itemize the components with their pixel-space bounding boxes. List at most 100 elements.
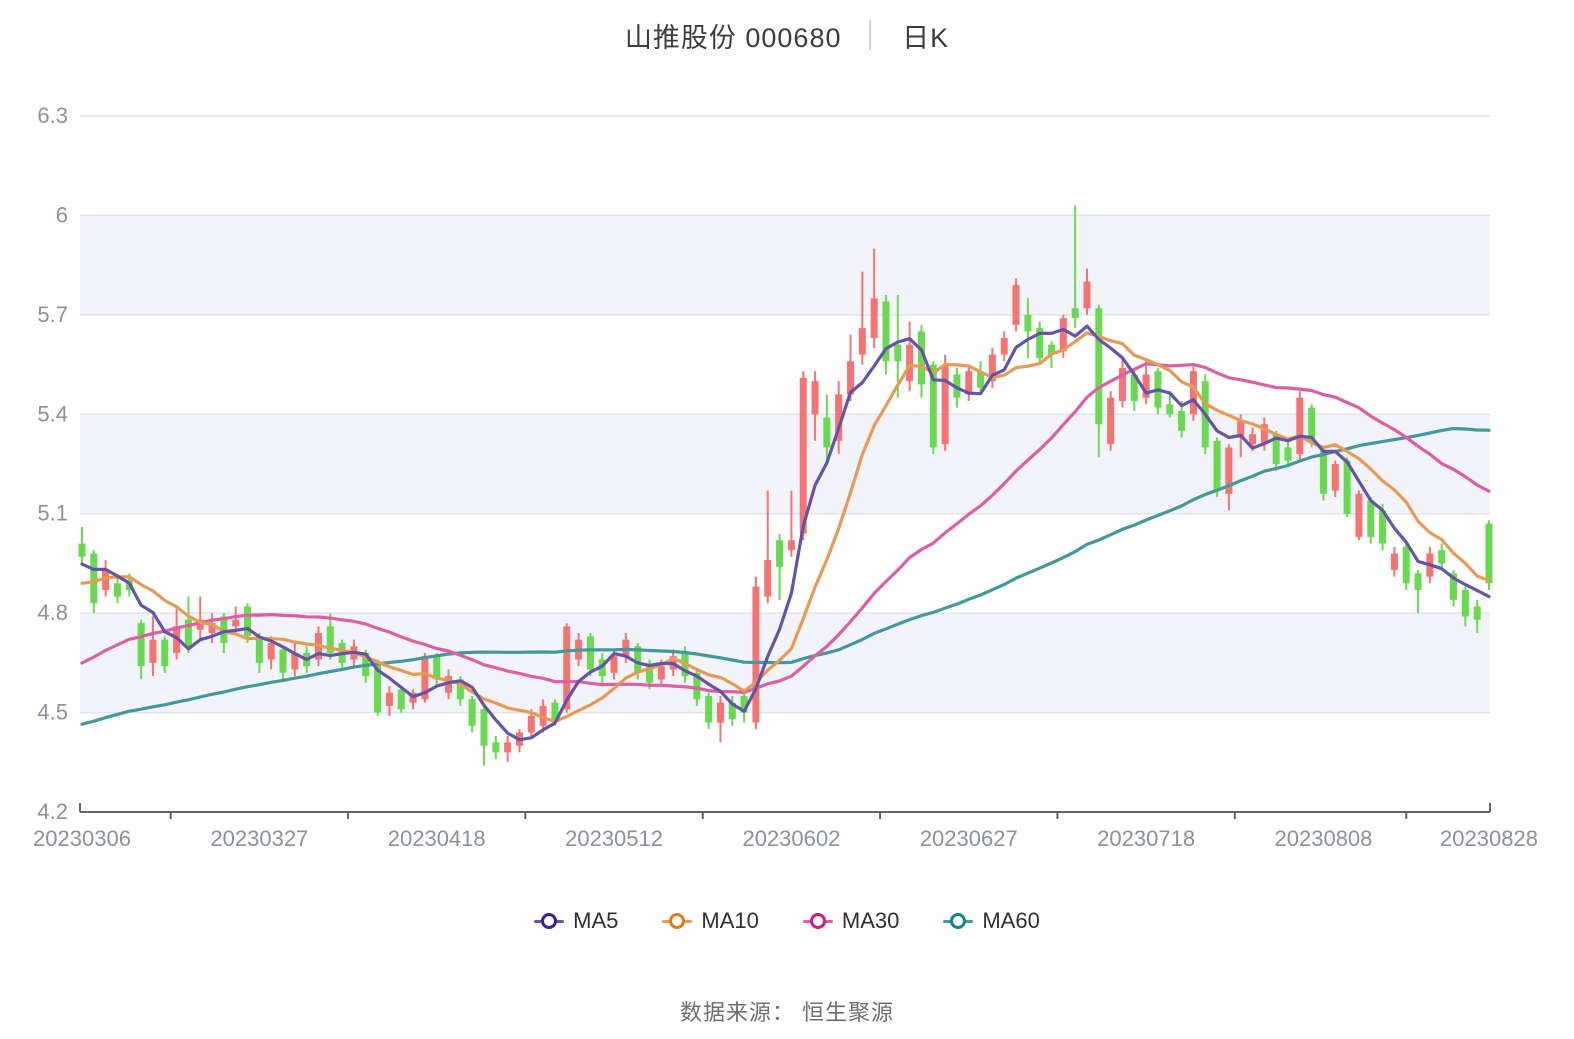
data-source-note: 数据来源： 恒生聚源 — [679, 1000, 895, 1025]
legend-item-ma60[interactable]: MA60 — [943, 908, 1040, 934]
candle-body — [965, 371, 973, 395]
candle-body — [1107, 397, 1115, 445]
candle-body — [1166, 404, 1174, 415]
x-axis-label: 20230718 — [1097, 826, 1195, 851]
candle-body — [811, 381, 819, 415]
y-axis-label: 4.2 — [37, 799, 68, 824]
y-axis-label: 6 — [56, 202, 68, 227]
candle-body — [847, 361, 855, 395]
candle-body — [610, 656, 618, 673]
candle-body — [693, 672, 701, 700]
candle-body — [1367, 500, 1375, 537]
candle-body — [445, 676, 453, 693]
y-axis-label: 5.1 — [37, 501, 68, 526]
candle-body — [1225, 447, 1233, 494]
candle-body — [421, 656, 429, 700]
candle-body — [232, 619, 240, 627]
candle-body — [1083, 281, 1091, 309]
legend-item-ma10[interactable]: MA10 — [662, 908, 759, 934]
x-axis-label: 20230627 — [920, 826, 1018, 851]
candle-body — [586, 636, 594, 670]
candle-body — [977, 371, 985, 388]
candle-body — [1024, 314, 1032, 332]
candle-body — [1414, 573, 1422, 590]
candle-body — [1213, 440, 1221, 491]
candle-body — [1308, 407, 1316, 441]
ma30-legend-icon — [802, 913, 833, 929]
candle-body — [823, 417, 831, 448]
legend-item-ma30[interactable]: MA30 — [802, 908, 900, 934]
candle-body — [492, 742, 500, 753]
candle-body — [456, 679, 464, 700]
ma10-line — [80, 331, 1491, 724]
candle-body — [78, 543, 86, 557]
ma10-legend-icon — [662, 913, 693, 929]
candle-body — [705, 696, 713, 723]
candle-body — [929, 364, 937, 448]
chart-title: 山推股份 000680 │ 日K — [0, 16, 1574, 55]
candle-body — [267, 642, 275, 660]
candle-body — [279, 649, 287, 673]
legend-label-ma5: MA5 — [573, 908, 619, 933]
candle-body — [1118, 367, 1126, 402]
legend-label-ma60: MA60 — [982, 908, 1040, 933]
stock-name-code: 山推股份 000680 — [624, 23, 842, 53]
candle-body — [894, 344, 902, 362]
candle-body — [1343, 460, 1351, 514]
candle-body — [1379, 510, 1387, 544]
legend-label-ma10: MA10 — [701, 908, 759, 933]
candle-body — [196, 619, 204, 630]
candle-body — [468, 699, 476, 726]
ma5-legend-icon — [534, 913, 565, 929]
candle-body — [1000, 338, 1008, 355]
candle-body — [1473, 606, 1481, 620]
candle-body — [433, 656, 441, 680]
x-axis-label: 20230418 — [388, 826, 486, 851]
candle-body — [1189, 371, 1197, 415]
legend-label-ma30: MA30 — [841, 908, 900, 933]
plot-band — [80, 414, 1490, 514]
candle-body — [1319, 450, 1327, 494]
candle-body — [1331, 464, 1339, 491]
legend: MA5 MA10 MA30 MA60 — [0, 908, 1574, 934]
candle-body — [917, 331, 925, 385]
ma60-line — [80, 426, 1491, 726]
ma5-line — [80, 324, 1491, 742]
candle-body — [1485, 523, 1493, 584]
candle-body — [988, 354, 996, 382]
legend-item-ma5[interactable]: MA5 — [534, 908, 618, 934]
candle-body — [1390, 553, 1398, 571]
candle-body — [634, 646, 642, 673]
x-axis-label: 20230306 — [33, 826, 131, 851]
y-axis-label: 4.8 — [37, 600, 68, 625]
candle-body — [397, 689, 405, 710]
candle-body — [504, 742, 512, 753]
candle-body — [1438, 550, 1446, 564]
candle-body — [1012, 285, 1020, 325]
candle-body — [776, 540, 784, 567]
ma30-line — [80, 362, 1491, 694]
candle-body — [1284, 447, 1292, 461]
candle-body — [941, 364, 949, 445]
candle-body — [1272, 434, 1280, 464]
candle-body — [551, 702, 559, 720]
candle-body — [1296, 397, 1304, 455]
candle-body — [374, 662, 382, 713]
title-separator: │ — [863, 21, 881, 49]
candle-body — [1059, 318, 1067, 352]
candle-body — [385, 692, 393, 706]
candle-body — [563, 626, 571, 710]
y-axis-label: 5.4 — [37, 401, 68, 426]
candle-body — [752, 586, 760, 723]
candle-body — [1095, 308, 1103, 425]
candle-body — [1071, 308, 1079, 319]
candle-body — [291, 652, 299, 670]
x-axis-label: 20230602 — [742, 826, 840, 851]
candle-body — [1461, 589, 1469, 617]
x-axis-label: 20230512 — [565, 826, 663, 851]
x-axis-label: 20230327 — [210, 826, 308, 851]
period-label: 日K — [902, 23, 950, 53]
